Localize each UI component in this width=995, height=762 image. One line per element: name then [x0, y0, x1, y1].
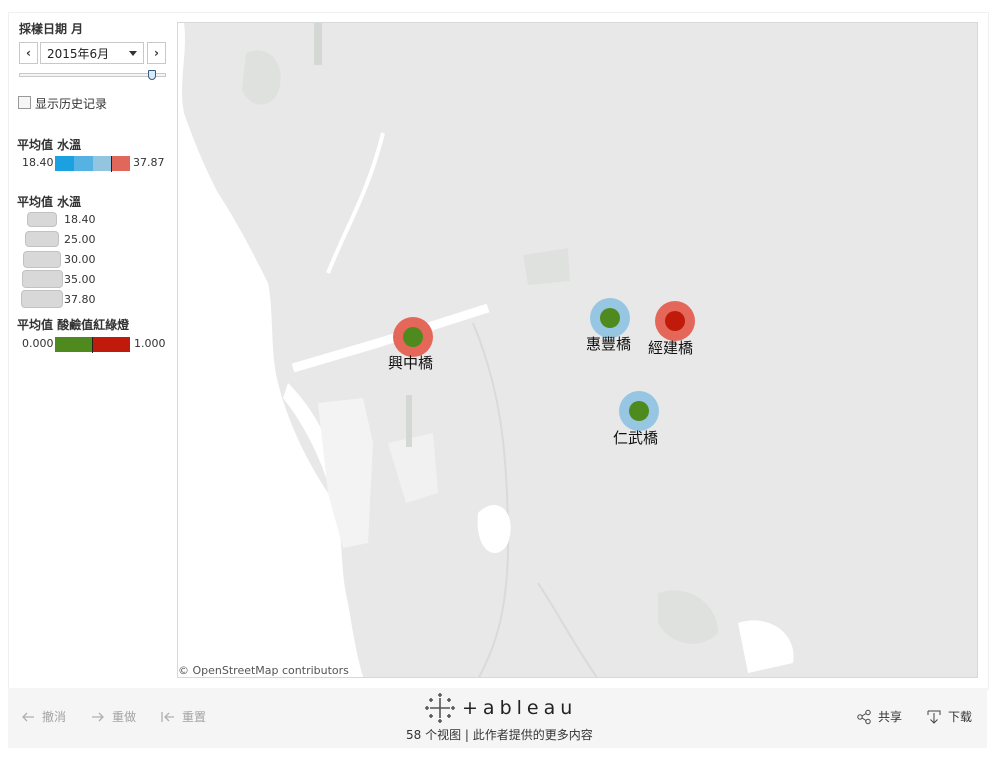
month-slider[interactable] [19, 70, 166, 80]
reservoir [738, 620, 794, 673]
share-icon [857, 709, 871, 724]
size-legend-label: 30.00 [64, 253, 96, 266]
tableau-cross-icon [425, 693, 455, 723]
show-history-checkbox[interactable] [18, 96, 31, 109]
station-label: 惠豐橋 [586, 335, 632, 353]
chevron-left-icon: ‹ [26, 46, 31, 60]
share-label: 共享 [878, 710, 903, 724]
park [406, 395, 412, 447]
station-marker[interactable] [393, 317, 433, 357]
views-count[interactable]: 58 个视图 | 此作者提供的更多内容 [406, 728, 593, 742]
month-select-value: 2015年6月 [47, 46, 110, 61]
station-ph-circle[interactable] [629, 401, 649, 421]
download-label: 下载 [948, 710, 973, 724]
size-legend-shape [21, 290, 63, 308]
chevron-right-icon: › [154, 46, 159, 60]
share-button[interactable]: 共享 [856, 708, 902, 725]
station-marker[interactable] [590, 298, 630, 338]
station-label: 經建橋 [648, 339, 694, 357]
station-marker[interactable] [619, 391, 659, 431]
undo-label: 撤消 [42, 710, 67, 724]
download-button[interactable]: 下载 [926, 708, 972, 725]
river [537, 582, 598, 677]
chevron-down-icon [129, 51, 137, 56]
filter-title: 採樣日期 月 [19, 22, 84, 36]
ph-legend-min: 0.000 [22, 337, 54, 350]
sea-area [178, 23, 364, 677]
main-road [291, 303, 490, 373]
station-ph-circle[interactable] [403, 327, 423, 347]
size-legend-label: 35.00 [64, 273, 96, 286]
port-area [318, 398, 373, 548]
revert-icon [161, 711, 174, 722]
park [658, 590, 718, 644]
size-legend-shape [27, 211, 57, 227]
redo-button[interactable]: 重做 [90, 708, 136, 725]
color-legend-title: 平均值 水溫 [17, 138, 82, 152]
station-ph-circle[interactable] [600, 308, 620, 328]
station-marker[interactable] [655, 301, 695, 341]
ph-legend-ramp [55, 337, 130, 352]
color-legend-swatch [55, 156, 74, 171]
tableau-wordmark: +ableau [462, 697, 578, 719]
arrow-right-icon [92, 712, 104, 721]
park [314, 23, 322, 65]
color-legend-marker [111, 156, 112, 172]
prev-month-button[interactable]: ‹ [19, 42, 38, 64]
undo-button[interactable]: 撤消 [20, 708, 66, 725]
size-legend-label: 18.40 [64, 213, 96, 226]
slider-thumb[interactable] [147, 70, 156, 80]
tableau-logo[interactable]: +ableau [424, 692, 577, 724]
size-legend-shape [25, 231, 59, 247]
color-legend-swatch [92, 156, 112, 171]
month-select[interactable]: 2015年6月 [40, 42, 144, 64]
arrow-left-icon [22, 712, 34, 721]
stations-layer [393, 298, 695, 431]
color-legend-swatch [111, 156, 130, 171]
next-month-button[interactable]: › [147, 42, 166, 64]
color-legend-min: 18.40 [22, 156, 54, 169]
station-ph-circle[interactable] [665, 311, 685, 331]
size-legend-shape [23, 250, 61, 268]
station-label: 興中橋 [388, 354, 434, 372]
basemap [178, 23, 794, 677]
ph-legend-swatch [92, 337, 130, 352]
show-history-label[interactable]: 显示历史记录 [35, 97, 108, 111]
toolbar: 撤消 重做 重置 +ableau 58 个视图 | 此作者提供的更多内容 共享 [8, 688, 987, 748]
map-view[interactable]: 興中橋 惠豐橋 經建橋仁武橋 [177, 22, 978, 678]
size-legend-label: 37.80 [64, 293, 96, 306]
road [326, 132, 385, 274]
ph-legend-max: 1.000 [134, 337, 166, 350]
park [523, 248, 570, 285]
color-legend-swatch [73, 156, 93, 171]
download-icon [927, 710, 941, 724]
lake [477, 504, 511, 553]
port-area [388, 433, 438, 503]
revert-button[interactable]: 重置 [160, 708, 206, 725]
ph-legend-swatch [55, 337, 93, 352]
map-credit: © OpenStreetMap contributors [178, 664, 349, 677]
color-legend-ramp [55, 156, 130, 171]
redo-label: 重做 [112, 710, 137, 724]
size-legend-label: 25.00 [64, 233, 96, 246]
revert-label: 重置 [182, 710, 207, 724]
ph-legend-marker [92, 337, 93, 353]
park [242, 50, 281, 105]
size-legend-title: 平均值 水溫 [17, 195, 82, 209]
station-label: 仁武橋 [613, 429, 659, 447]
ph-legend-title: 平均值 酸鹼值紅綠燈 [17, 318, 130, 332]
size-legend-shape [21, 270, 63, 288]
color-legend-max: 37.87 [133, 156, 165, 169]
